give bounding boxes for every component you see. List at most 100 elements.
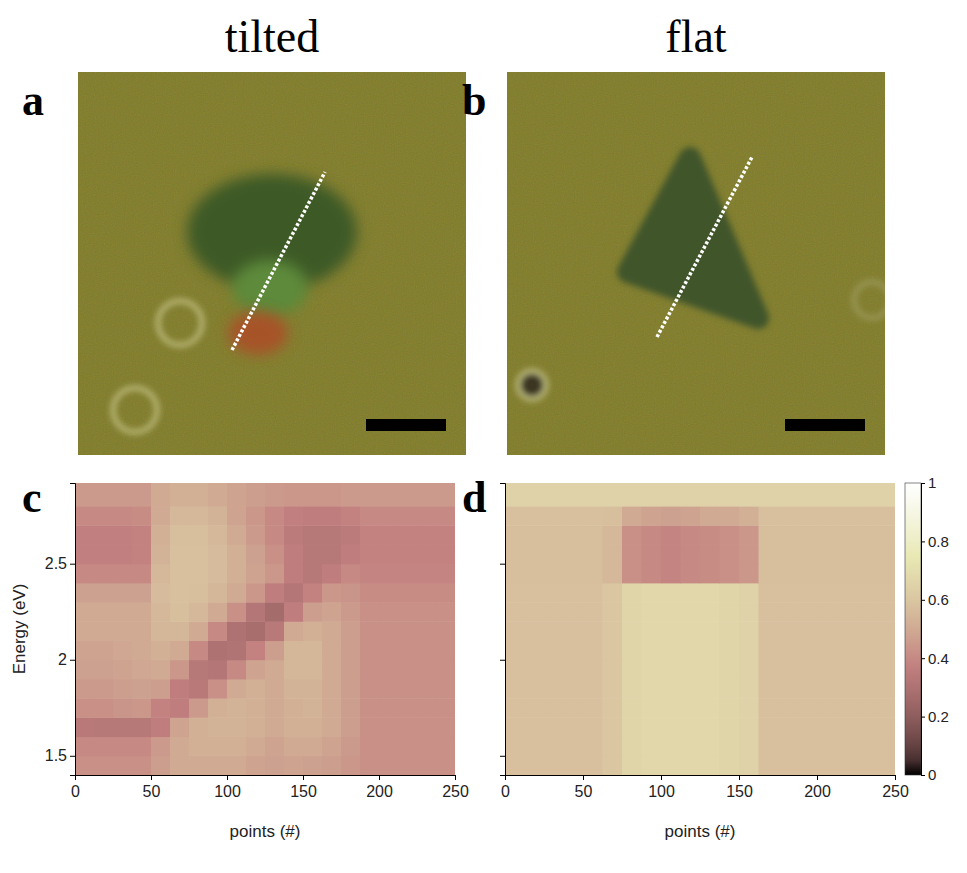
heatmap-cell [837, 583, 857, 603]
heatmap-cell [525, 602, 545, 622]
heatmap-cell [642, 583, 662, 603]
x-axis-title: points (#) [665, 822, 736, 841]
heatmap-cell [798, 717, 818, 737]
heatmap-cell [132, 756, 152, 775]
heatmap-cell [759, 698, 779, 718]
heatmap-cell [739, 756, 759, 775]
tick-label: 1 [928, 474, 936, 491]
heatmap-cell [398, 544, 418, 564]
heatmap-cell [132, 564, 152, 584]
heatmap-cell [798, 544, 818, 564]
tick: 100 [214, 775, 241, 800]
heatmap-cell [94, 506, 114, 526]
tick: 0.4 [921, 650, 949, 667]
heatmap-cell [759, 641, 779, 661]
heatmap-cell [876, 544, 896, 564]
heatmap-cell [208, 756, 228, 775]
heatmap-cell [170, 506, 190, 526]
heatmap-cell [322, 756, 342, 775]
heatmap-cell [208, 544, 228, 564]
heatmap-cell [132, 583, 152, 603]
heatmap-cell [75, 660, 95, 680]
heatmap-cell [132, 506, 152, 526]
heatmap-cell [170, 583, 190, 603]
heatmap-cell [170, 525, 190, 545]
heatmap-cell [303, 525, 323, 545]
heatmap-cell [189, 737, 209, 757]
heatmap-cell [739, 583, 759, 603]
heatmap-cell [436, 698, 455, 718]
heatmap-cell [856, 621, 876, 641]
heatmap-cell [525, 679, 545, 699]
heatmap-cell [505, 602, 525, 622]
heatmap-cell [525, 506, 545, 526]
heatmap-cell [398, 564, 418, 584]
heatmap-cell [94, 756, 114, 775]
heatmap-cell [856, 483, 876, 507]
heatmap-cell [227, 602, 247, 622]
heatmap-cell [379, 506, 399, 526]
heatmap-cell [94, 483, 114, 507]
panel-title: flat [665, 11, 727, 62]
heatmap-cell [360, 602, 380, 622]
heatmap-cell [113, 583, 133, 603]
heatmap-cell [798, 679, 818, 699]
heatmap-cell [398, 483, 418, 507]
heatmap-cell [505, 544, 525, 564]
heatmap-cell [151, 483, 171, 507]
heatmap-cell [94, 583, 114, 603]
heatmap-cell [265, 564, 285, 584]
heatmap-cell [759, 602, 779, 622]
heatmap-cell [583, 483, 603, 507]
heatmap-cell [798, 660, 818, 680]
heatmap-cell [360, 660, 380, 680]
heatmap-cell [189, 564, 209, 584]
heatmap-cell [284, 737, 304, 757]
heatmap-cell [564, 660, 584, 680]
heatmap-cell [661, 506, 681, 526]
heatmap-cell [817, 679, 837, 699]
heatmap-cell [341, 483, 361, 507]
heatmap-cell [265, 679, 285, 699]
axis-line [500, 484, 506, 776]
heatmap-cell [227, 660, 247, 680]
heatmap-cell [189, 483, 209, 507]
heatmap-cell [284, 756, 304, 775]
heatmap-cell [798, 621, 818, 641]
heatmap-cell [322, 483, 342, 507]
heatmap-cell [622, 679, 642, 699]
dust-ring [158, 301, 202, 345]
heatmap-cell [642, 641, 662, 661]
tick-mark [921, 600, 925, 601]
panel-letter: d [462, 473, 486, 522]
heatmap-cell [876, 717, 896, 737]
heatmap-cell [113, 698, 133, 718]
heatmap-cell [622, 602, 642, 622]
heatmap-cell [322, 564, 342, 584]
heatmap-cell [227, 483, 247, 507]
tick-label: 0.4 [928, 650, 949, 667]
heatmap-cell [837, 544, 857, 564]
heatmap-cell [837, 679, 857, 699]
figure: tiltedaflatb0501001502002501.522.5points… [0, 0, 967, 873]
heatmap-cell [75, 564, 95, 584]
heatmap-cell [681, 564, 701, 584]
heatmap-cell [303, 602, 323, 622]
heatmap-cell [525, 564, 545, 584]
heatmap-cell [341, 583, 361, 603]
heatmap-cell [661, 583, 681, 603]
heatmap-cell [360, 506, 380, 526]
heatmap-cell [265, 506, 285, 526]
heatmap-cell [132, 641, 152, 661]
tick-mark [739, 775, 740, 780]
heatmap-cell [837, 698, 857, 718]
heatmap-cell [681, 506, 701, 526]
heatmap-cell [700, 679, 720, 699]
heatmap-cell [622, 756, 642, 775]
heatmap-cell [379, 602, 399, 622]
heatmap-cell [417, 641, 437, 661]
heatmap-cell [303, 641, 323, 661]
heatmap-cell [583, 506, 603, 526]
heatmap-cell [876, 525, 896, 545]
heatmap-cell [681, 737, 701, 757]
